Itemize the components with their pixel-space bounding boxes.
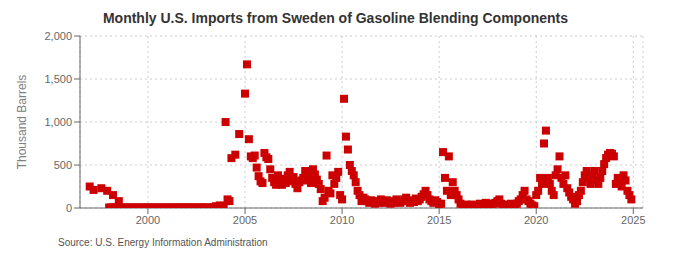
svg-text:2025: 2025 xyxy=(621,214,645,226)
svg-text:Thousand Barrels: Thousand Barrels xyxy=(15,75,29,170)
svg-text:2005: 2005 xyxy=(233,214,257,226)
svg-text:500: 500 xyxy=(54,159,72,171)
svg-text:2015: 2015 xyxy=(427,214,451,226)
svg-text:2,000: 2,000 xyxy=(44,30,72,42)
svg-text:0: 0 xyxy=(66,202,72,214)
svg-text:2000: 2000 xyxy=(136,214,160,226)
svg-text:2020: 2020 xyxy=(524,214,548,226)
svg-text:1,500: 1,500 xyxy=(44,73,72,85)
html-text:Source: U.S. Energy Informatio: Source: U.S. Energy Information Administ… xyxy=(58,237,268,248)
svg-text:1,000: 1,000 xyxy=(44,116,72,128)
svg-text:2010: 2010 xyxy=(330,214,354,226)
html-text:Monthly U.S. Imports from Swed: Monthly U.S. Imports from Sweden of Gaso… xyxy=(102,10,569,26)
